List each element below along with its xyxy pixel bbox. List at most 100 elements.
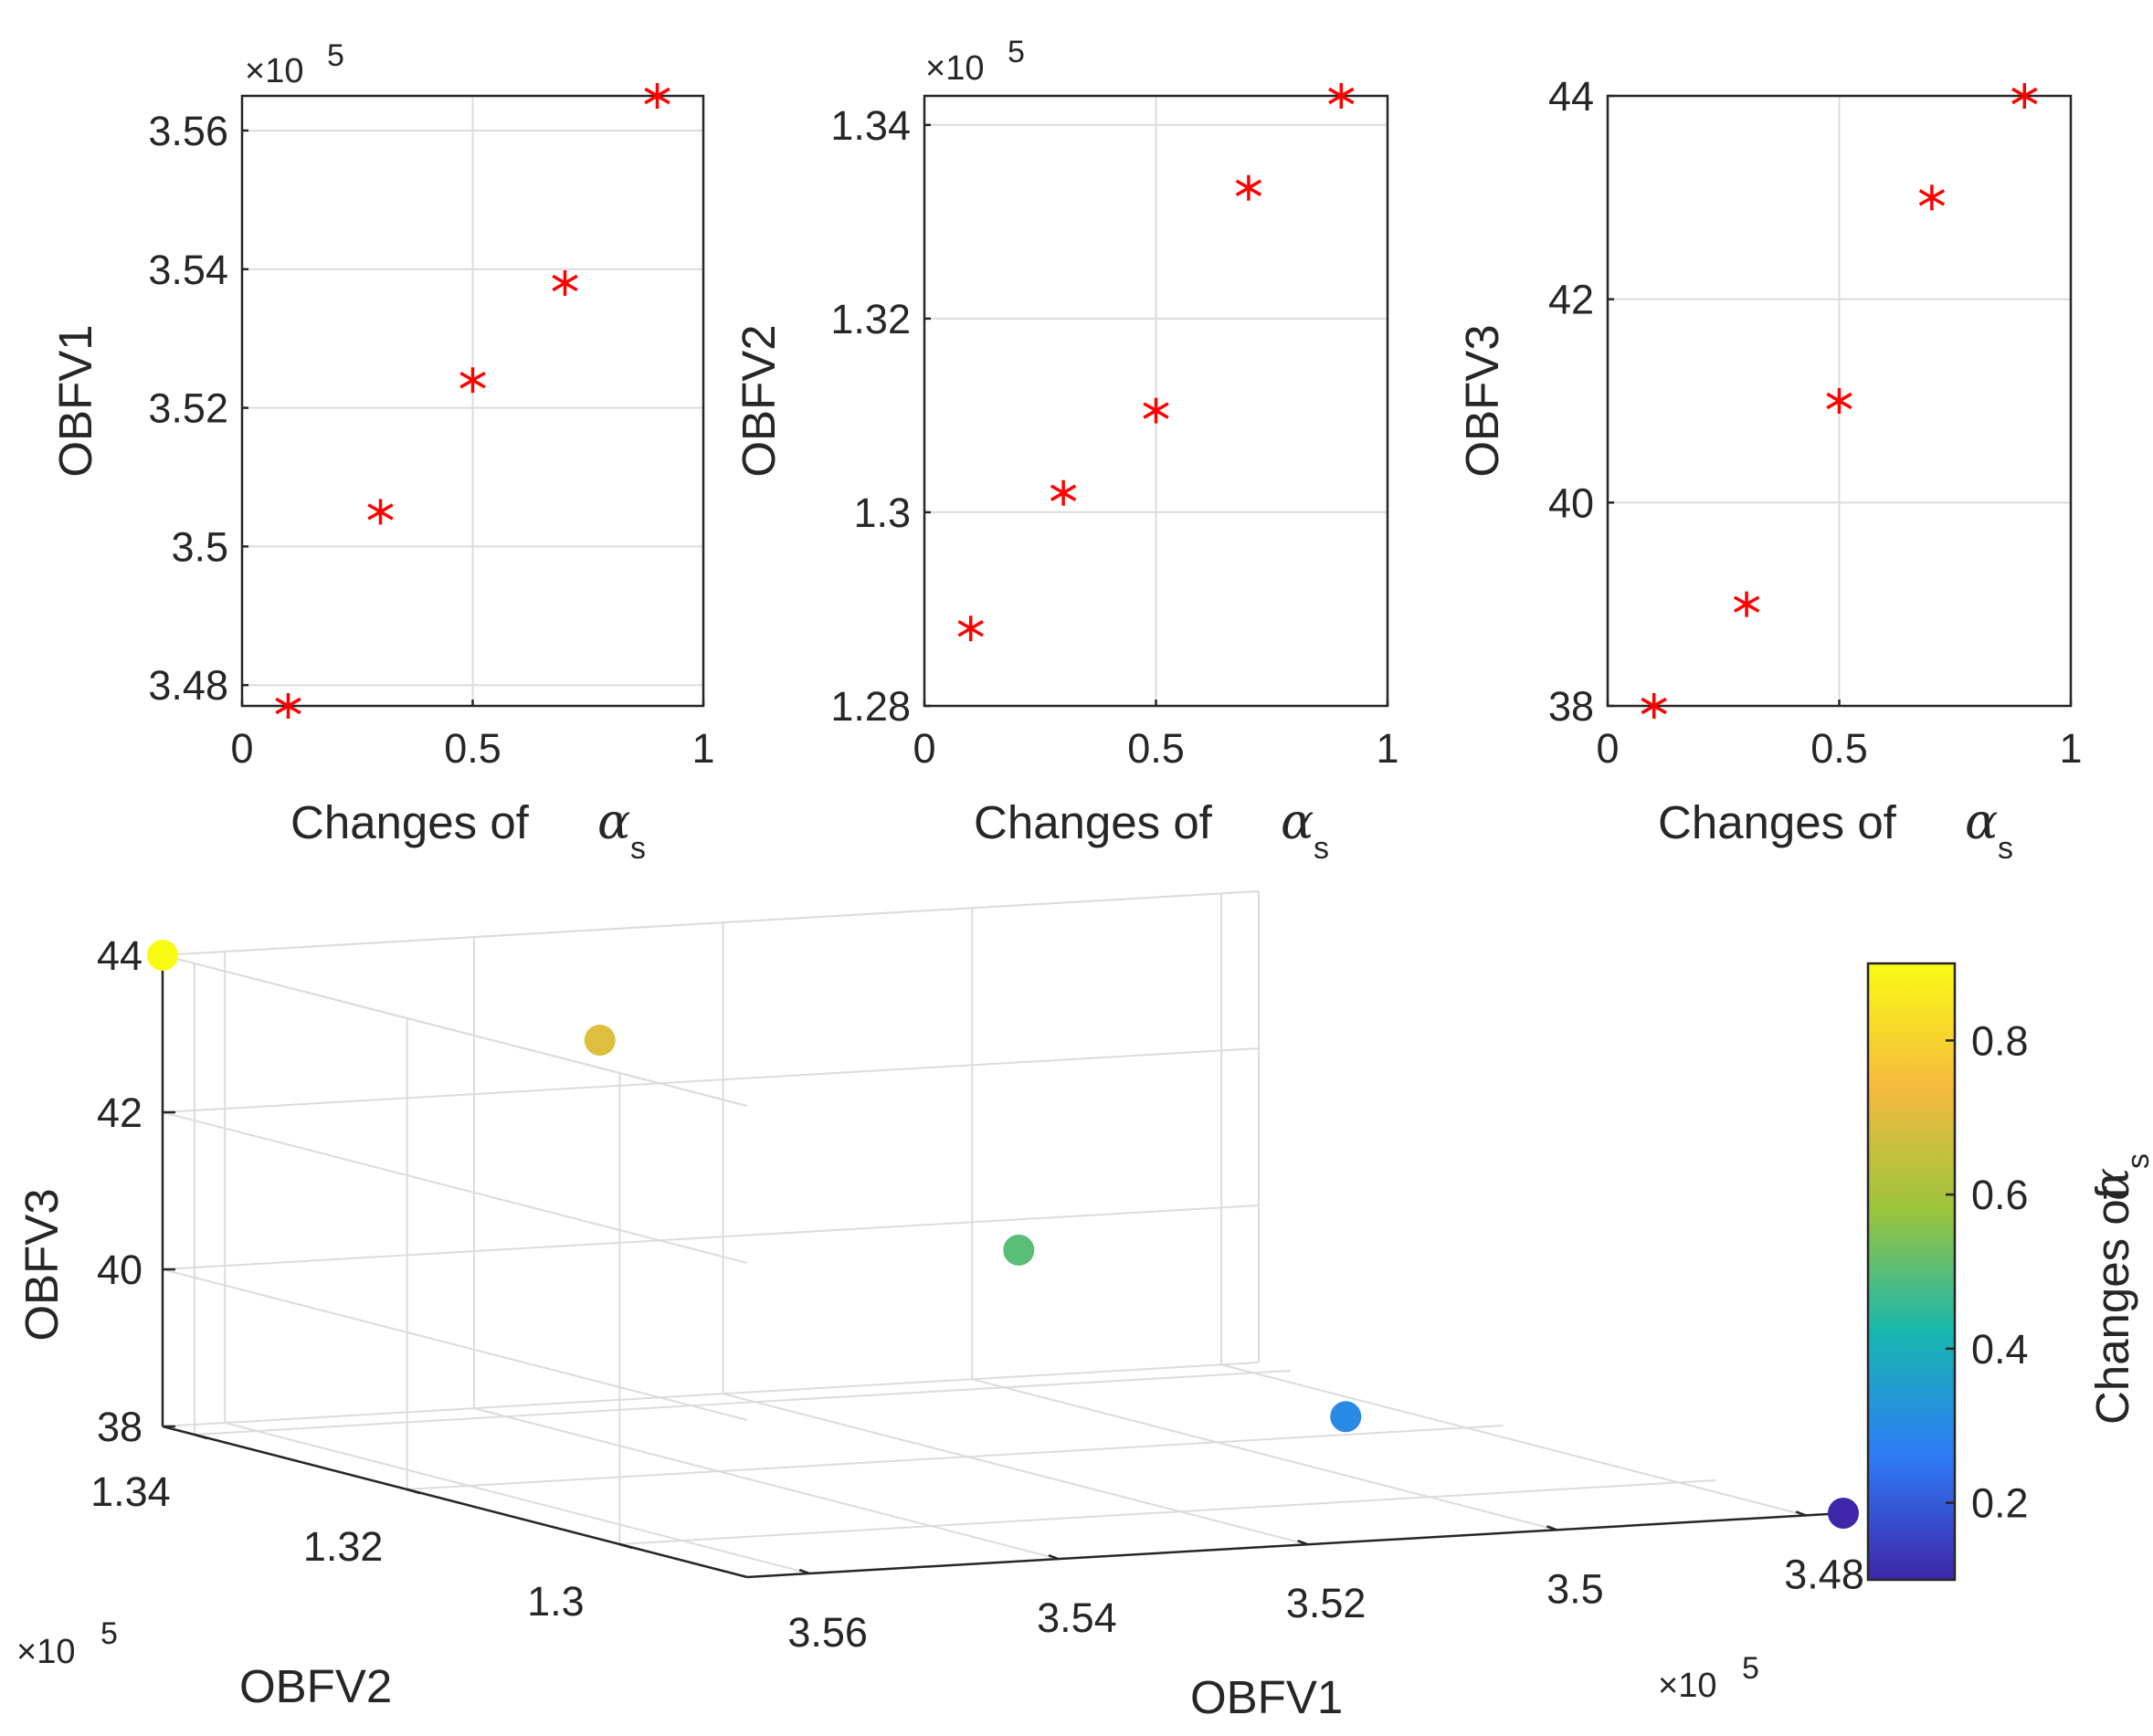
data-point-star [1826,388,1852,414]
alpha-symbol: α [597,793,630,850]
grid-3d [162,890,1807,1578]
tick-marks-3d [163,953,1807,1575]
data-points [147,940,1859,1529]
x-axis-label: OBFV1 [1190,1671,1343,1723]
x-tick-label: 3.56 [787,1609,868,1656]
y-axis-label: OBFV3 [1456,324,1508,477]
y-axis-label: OBFV2 [239,1660,392,1712]
y-tick-label: 44 [1548,73,1594,120]
colorbar-tick-label: 0.6 [1971,1172,2029,1218]
x-axis-label-text: Changes of [1658,796,1897,848]
x-tick-label: 1 [1376,725,1398,772]
grid-line-floor-x [1220,1363,1807,1517]
grid-line-floor-x [473,1407,1060,1561]
y-tick-labels: 38 40 42 44 [1548,73,1594,730]
colorbar-label: Changes of α s [2083,1153,2153,1425]
data-point-sphere [1828,1498,1859,1529]
alpha-subscript: s [2121,1153,2153,1169]
grid-line-side-z [162,1268,748,1421]
y-tick-label: 3.5 [171,523,228,570]
alpha-subscript: s [630,831,646,866]
z-tick-labels: 38 40 42 44 [97,932,142,1450]
y-axis-multiplier: ×10 5 [245,38,344,90]
alpha-subscript: s [1998,831,2013,866]
data-point-star [1235,174,1262,201]
panel-obfv1-vs-alpha: 0 0.5 1 3.48 3.5 3.52 3.54 3.56 OBFV1 ×1… [49,38,715,866]
tick-marks [923,123,1389,708]
y-tick-label: 1.34 [830,102,911,149]
x-tick [1048,1553,1060,1561]
colorbar-gradient [1866,962,1957,1582]
data-markers [957,83,1355,642]
grid-line-back-z [162,1205,1260,1270]
x-tick-labels: 3.48 3.5 3.52 3.54 3.56 [787,1551,1864,1656]
colorbar-tick-labels: 0.2 0.4 0.6 0.8 [1971,1017,2029,1526]
multiplier-base: ×10 [1658,1667,1716,1705]
y-tick-label: 3.52 [148,385,228,432]
grid-line-back-z [162,1362,1260,1427]
y-tick-label: 1.28 [830,683,911,730]
multiplier-exponent: 5 [100,1616,118,1651]
data-point-star [644,83,670,109]
alpha-symbol: α [1281,793,1314,850]
data-point-sphere [1003,1234,1035,1266]
data-point-star [1050,479,1077,506]
data-point-star [957,615,984,642]
data-point-star [1143,397,1169,424]
colorbar-tick-label: 0.4 [1971,1326,2029,1373]
data-point-star [1641,693,1667,719]
grid-line-floor-x [972,1378,1557,1531]
alpha-subscript: s [1314,831,1329,866]
x-tick-label: 0.5 [1127,725,1185,772]
multiplier-base: ×10 [245,52,303,90]
tick-marks [1606,94,2073,708]
x-axis-line [746,1511,1844,1579]
grid-line-top-back [162,890,1260,956]
x-tick-labels: 0 0.5 1 [230,725,714,772]
data-point-star [459,367,486,394]
x-tick-label: 0 [913,725,935,772]
x-tick-label: 3.5 [1546,1565,1604,1612]
panel-obfv2-vs-alpha: 0 0.5 1 1.28 1.3 1.32 1.34 OBFV2 ×10 5 C… [733,35,1399,866]
y-tick-label: 1.3 [527,1578,585,1625]
multiplier-base: ×10 [925,49,984,88]
z-tick-label: 38 [97,1404,142,1450]
tick-marks [240,129,705,706]
y-tick [194,1433,208,1440]
y-tick-label: 1.34 [90,1468,171,1515]
grid-line-back-z [162,1047,1260,1113]
x-tick-label: 3.52 [1286,1580,1367,1626]
colorbar-label-text: Changes of [2086,1185,2138,1425]
data-point-star [2011,83,2038,109]
x-tick [798,1568,810,1575]
y-tick [406,1488,420,1495]
data-point-star [367,499,394,525]
y-tick-label: 1.3 [853,489,911,536]
y-axis-multiplier: ×10 5 [16,1616,118,1671]
y-tick-label: 3.54 [148,247,228,293]
colorbar: 0.2 0.4 0.6 0.8 Changes of α s [1866,962,2153,1582]
alpha-symbol: α [1965,793,1998,850]
y-axis-label: OBFV2 [733,324,785,477]
y-axis-label: OBFV1 [49,324,101,477]
y-tick-label: 40 [1548,479,1594,526]
y-tick [619,1542,633,1550]
x-tick-label: 3.48 [1784,1551,1864,1597]
grid [241,96,704,706]
alpha-symbol: α [2083,1168,2140,1201]
grid-line-floor-y [619,1479,1716,1545]
grid-line-floor-x [723,1393,1308,1546]
x-tick [1795,1510,1807,1517]
x-tick-label: 0 [230,725,253,772]
x-tick [1546,1525,1557,1531]
y-tick-label: 38 [1548,683,1594,730]
multiplier-exponent: 5 [1742,1651,1759,1686]
y-tick-labels: 1.28 1.3 1.32 1.34 [830,102,911,730]
z-tick-label: 40 [97,1247,142,1293]
data-point-star [1918,184,1946,211]
x-axis-label: Changes of α s [974,793,1329,866]
colorbar-ticks [1946,1039,1955,1504]
y-tick-label: 1.32 [830,296,911,342]
x-tick-labels: 0 0.5 1 [913,725,1398,772]
